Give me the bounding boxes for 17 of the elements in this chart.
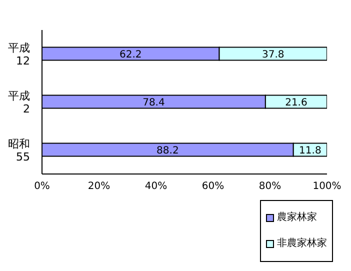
x-tick-label: 0% <box>34 181 50 192</box>
x-tick-label: 40% <box>144 181 168 192</box>
x-tick-label: 60% <box>202 181 224 192</box>
data-label: 88.2 <box>156 145 179 156</box>
y-tick-label: 平成12 <box>8 42 30 68</box>
data-label: 37.8 <box>262 49 284 60</box>
x-tick-label: 80% <box>258 181 282 192</box>
data-label: 11.8 <box>299 145 322 156</box>
y-tick-label: 平成2 <box>8 90 30 116</box>
x-tick-label: 100% <box>312 181 342 192</box>
x-tick-label: 20% <box>88 181 110 192</box>
data-label: 21.6 <box>285 97 308 108</box>
data-label: 62.2 <box>120 49 142 60</box>
legend-label: 農家林家 <box>276 210 318 225</box>
y-tick-label: 昭和55 <box>8 138 30 164</box>
legend-label: 非農家林家 <box>276 236 327 251</box>
data-label: 78.4 <box>142 97 165 108</box>
